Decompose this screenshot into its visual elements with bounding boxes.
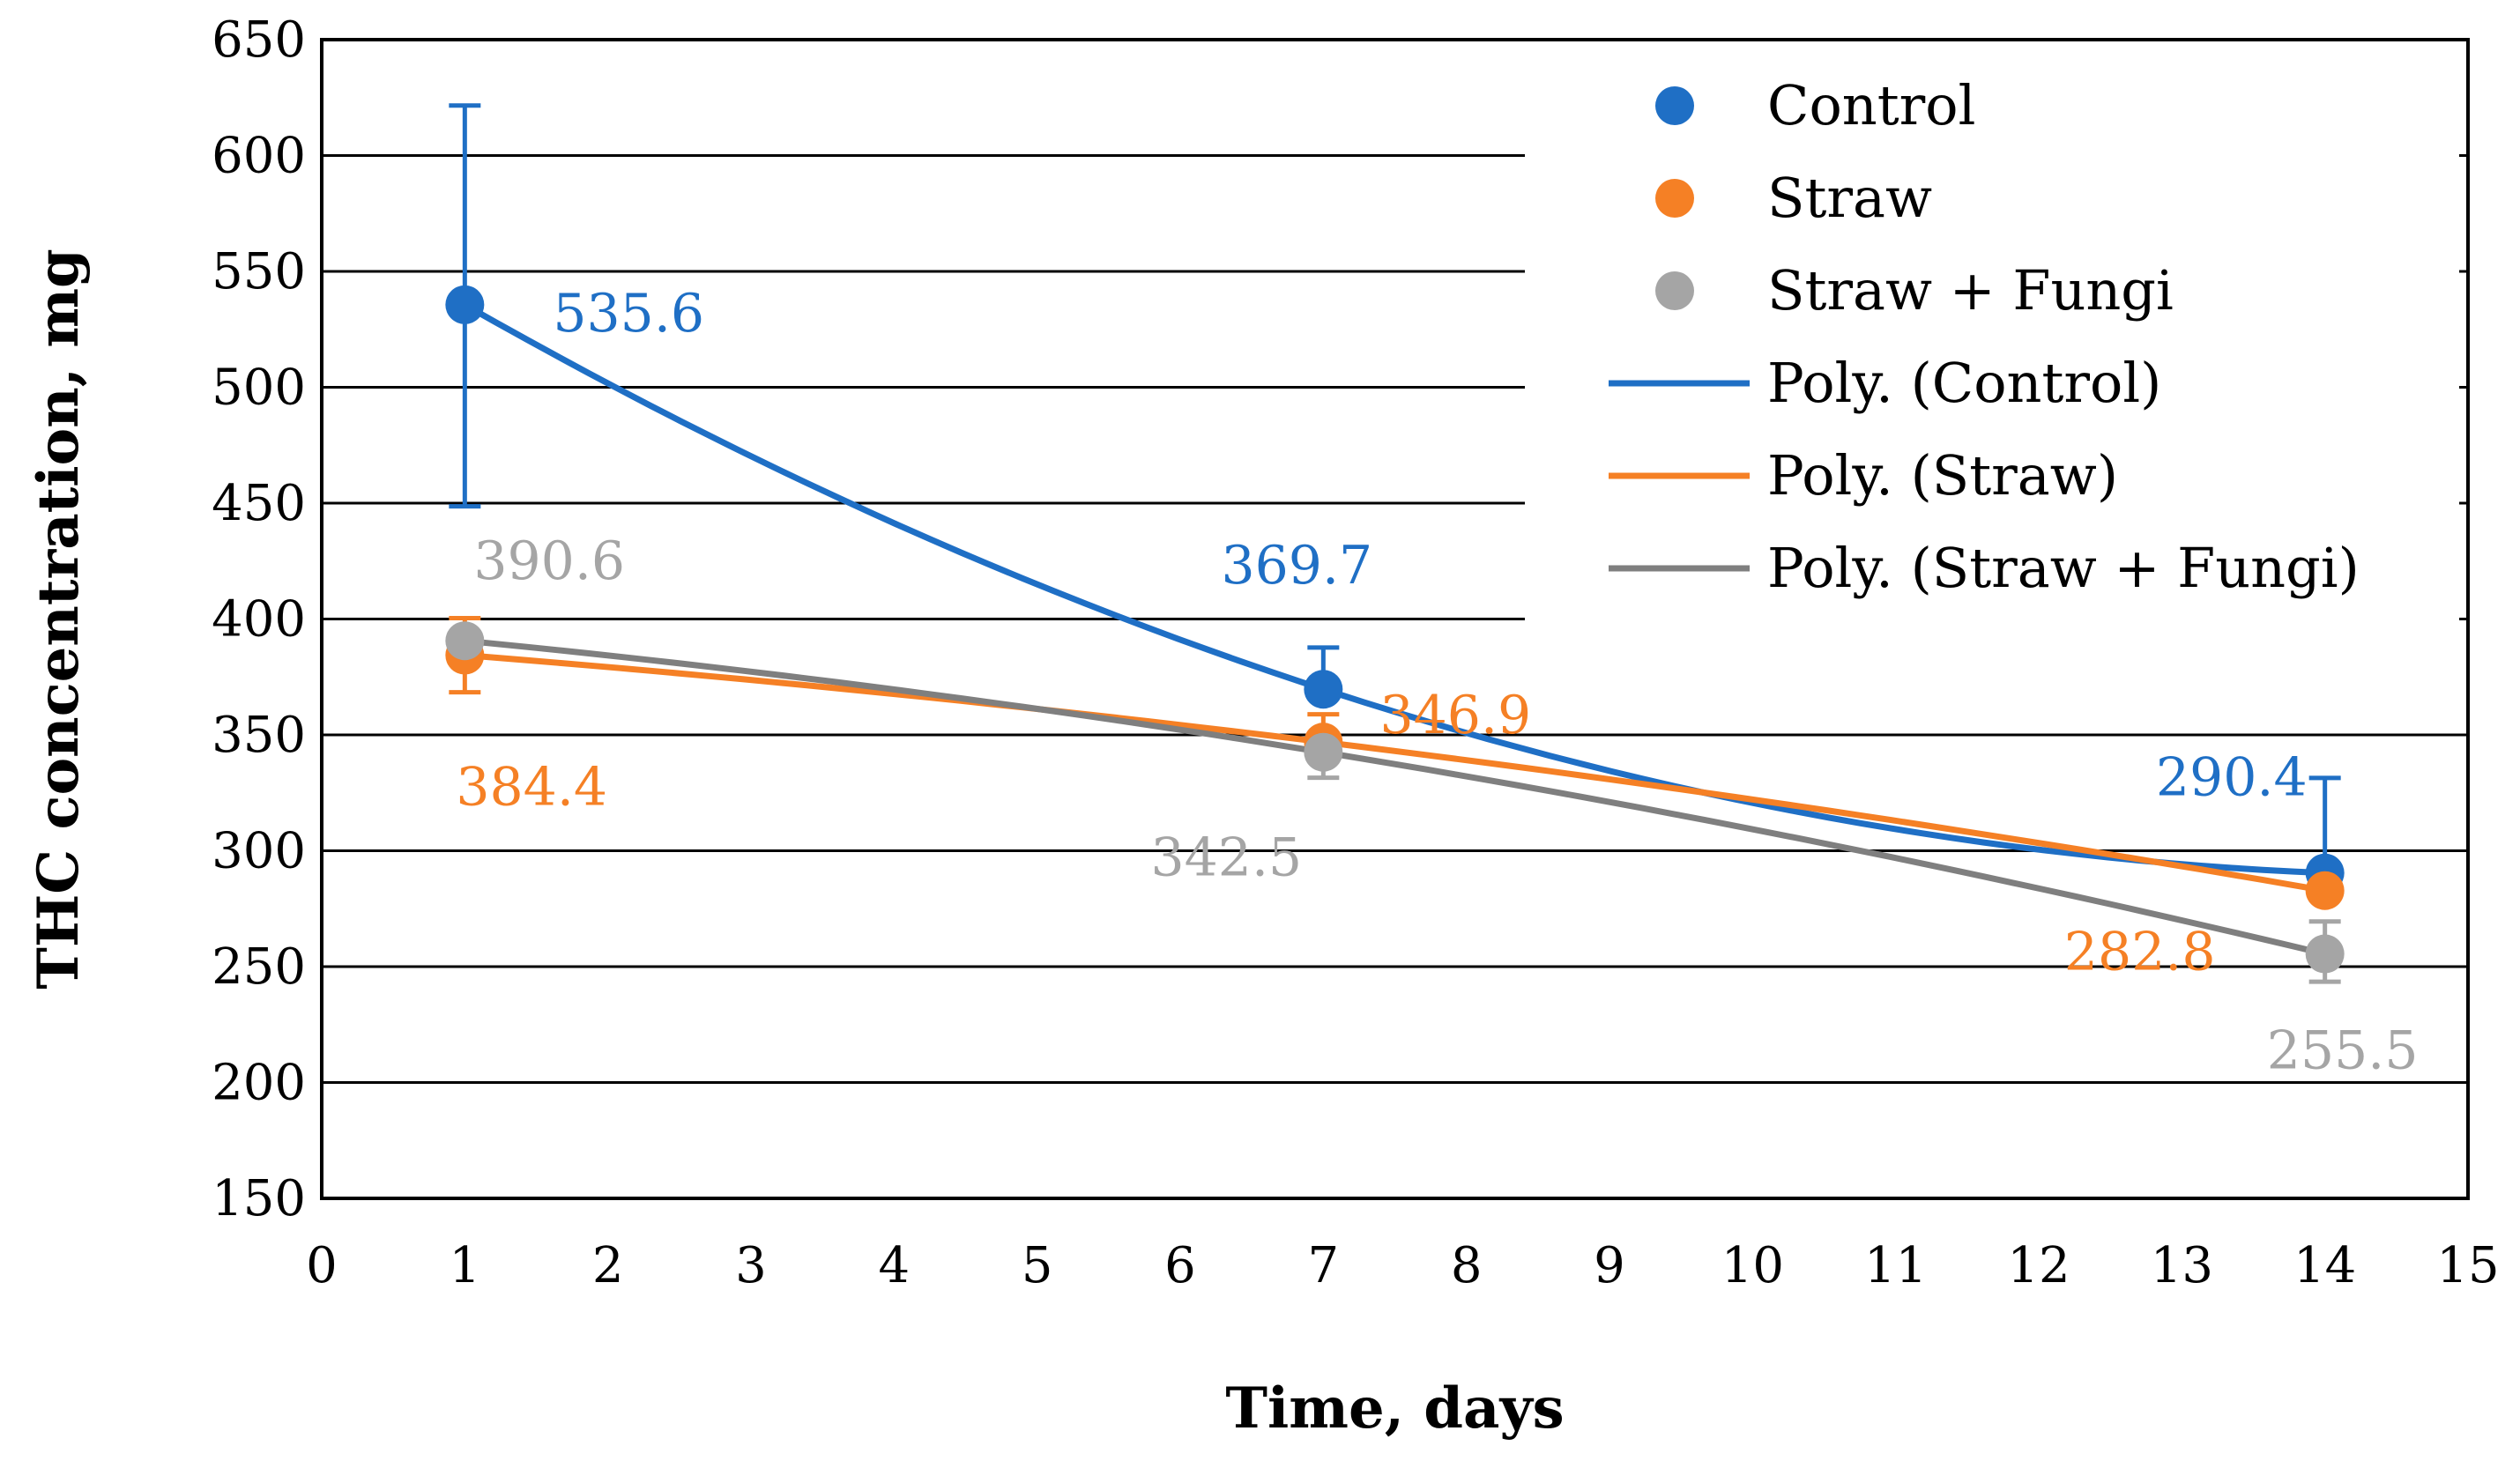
x-tick-label-13: 13: [2151, 1237, 2213, 1294]
trendline-straw-fungi: [464, 637, 2326, 957]
legend-label-poly-straw-fungi: Poly. (Straw + Fungi): [1767, 536, 2360, 600]
y-tick-label-500: 500: [212, 360, 306, 417]
legend-label-poly-control: Poly. (Control): [1767, 351, 2161, 415]
y-tick-label-600: 600: [212, 128, 306, 185]
x-tick-label-3: 3: [735, 1237, 767, 1294]
point-straw-fungi-3: [2305, 934, 2345, 974]
data-label-straw-fungi-2: 342.5: [1150, 827, 1302, 889]
legend-label-poly-straw: Poly. (Straw): [1767, 443, 2118, 508]
point-straw-3: [2305, 871, 2345, 910]
trendlines: [463, 301, 2326, 957]
data-labels: 535.6 369.7 290.4 384.4 346.9 282.8 390.6 342.5…: [456, 283, 2418, 1082]
x-tick-label-6: 6: [1164, 1237, 1196, 1294]
data-points: [445, 285, 2345, 974]
x-axis-tick-labels: 0 1 2 3 4 5 6 7 8 9 10 11 12 13 14 15: [306, 1237, 2499, 1294]
y-tick-label-400: 400: [212, 591, 306, 649]
x-tick-label-0: 0: [306, 1237, 338, 1294]
x-tick-label-7: 7: [1308, 1237, 1340, 1294]
legend-marker-control: [1655, 86, 1694, 125]
point-straw-fungi-2: [1304, 732, 1343, 772]
legend: Control Straw Straw + Fungi Poly. (Control)…: [1609, 73, 2360, 600]
legend-label-straw: Straw: [1767, 166, 1932, 230]
point-control-2: [1304, 670, 1343, 709]
x-tick-label-10: 10: [1721, 1237, 1784, 1294]
x-tick-label-15: 15: [2436, 1237, 2499, 1294]
x-tick-label-12: 12: [2007, 1237, 2070, 1294]
x-tick-label-11: 11: [1864, 1237, 1927, 1294]
x-tick-label-9: 9: [1594, 1237, 1625, 1294]
legend-label-control: Control: [1767, 73, 1975, 137]
data-label-control-2: 369.7: [1221, 535, 1372, 597]
point-straw-fungi-1: [445, 621, 485, 661]
data-label-straw-fungi-3: 255.5: [2267, 1020, 2419, 1082]
y-tick-label-300: 300: [212, 823, 306, 880]
x-axis-title: Time, days: [1225, 1375, 1564, 1442]
data-label-straw-fungi-1: 390.6: [473, 530, 625, 592]
y-tick-label-650: 650: [212, 11, 306, 69]
y-tick-label-200: 200: [212, 1055, 306, 1112]
legend-background: [1525, 44, 2459, 626]
point-control-1: [445, 285, 485, 324]
x-tick-label-14: 14: [2293, 1237, 2356, 1294]
plot-area-border: [320, 38, 2470, 1200]
y-tick-label-450: 450: [212, 475, 306, 532]
trendline-control: [463, 301, 2325, 877]
y-tick-label-550: 550: [212, 243, 306, 300]
y-tick-label-150: 150: [212, 1170, 306, 1227]
data-label-control-1: 535.6: [553, 283, 704, 345]
data-label-straw-1: 384.4: [456, 757, 607, 819]
data-label-straw-3: 282.8: [2064, 922, 2216, 983]
legend-marker-straw: [1655, 179, 1694, 218]
trendline-straw: [465, 652, 2326, 894]
x-tick-label-5: 5: [1022, 1237, 1053, 1294]
x-tick-label-4: 4: [879, 1237, 911, 1294]
data-label-straw-2: 346.9: [1379, 685, 1531, 746]
legend-label-straw-fungi: Straw + Fungi: [1767, 258, 2174, 323]
y-tick-label-250: 250: [212, 938, 306, 996]
x-tick-label-1: 1: [450, 1237, 481, 1294]
y-axis-tick-labels: 150 200 250 300 350 400 450 500 550 600 650: [212, 11, 306, 1227]
y-axis-title: THC concentration, mg: [26, 248, 92, 990]
x-tick-label-2: 2: [592, 1237, 624, 1294]
gridlines: [322, 154, 2468, 1084]
y-tick-label-350: 350: [212, 707, 306, 764]
x-tick-label-8: 8: [1451, 1237, 1483, 1294]
data-label-control-3: 290.4: [2156, 747, 2308, 809]
legend-marker-straw-fungi: [1655, 271, 1694, 310]
